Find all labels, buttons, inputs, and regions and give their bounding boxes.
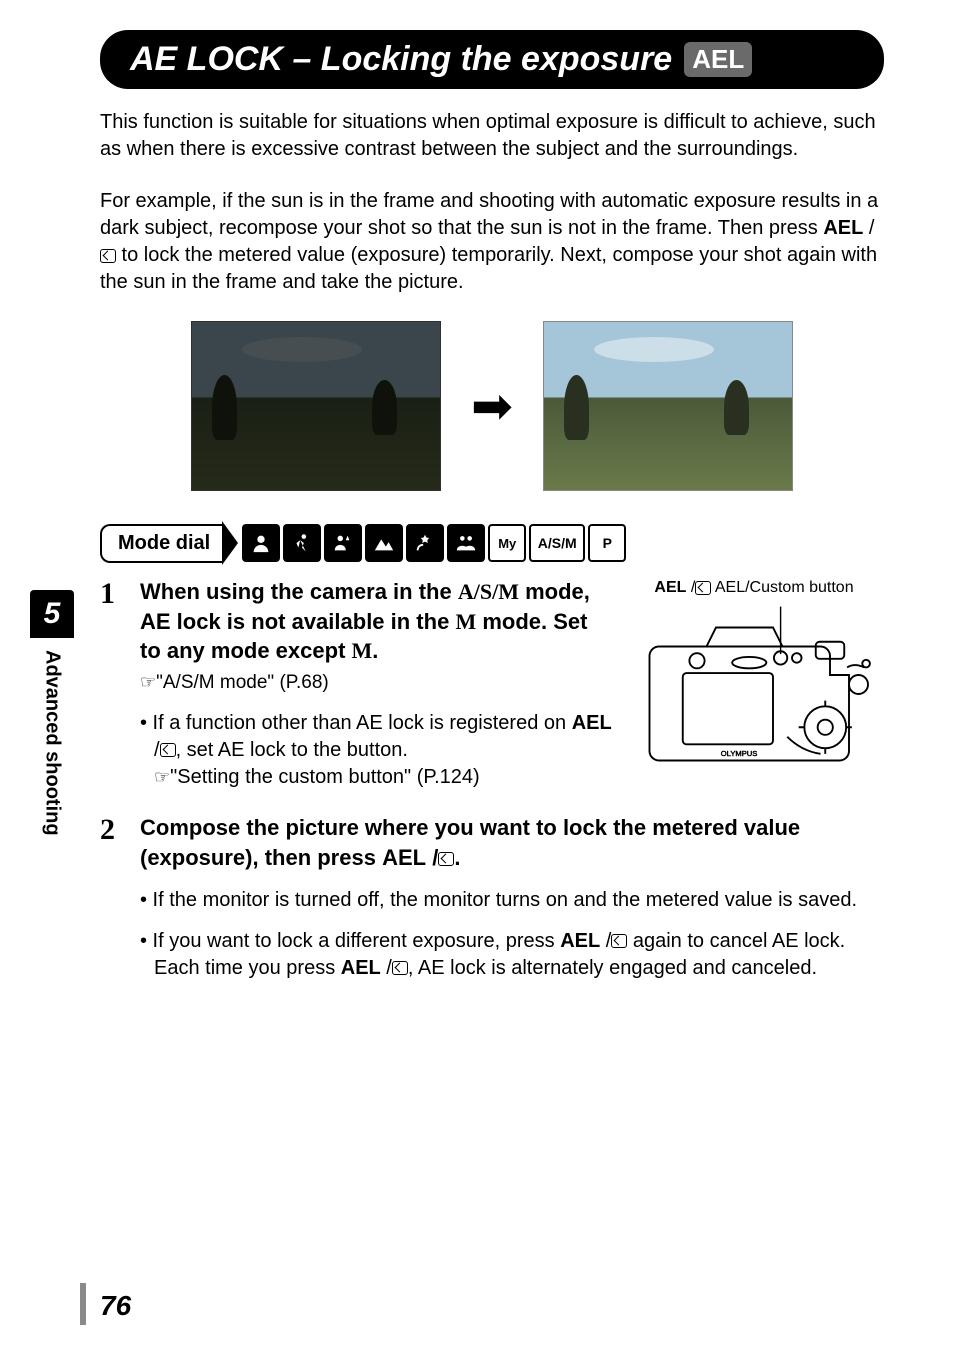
page-number: 76	[100, 1290, 131, 1322]
hand-pointer-icon: ☞	[154, 767, 170, 787]
step-number: 2	[100, 813, 122, 981]
mode-asm-icon: A/S/M	[529, 524, 585, 562]
ael-glyph: AEL	[572, 712, 612, 734]
step-2: 2 Compose the picture where you want to …	[100, 813, 884, 981]
step-body: AEL / AEL/Custom button	[140, 577, 884, 795]
ael-glyph: AEL	[560, 930, 600, 952]
mode-dial-label: Mode dial	[100, 524, 222, 563]
mode-portrait-icon	[242, 524, 280, 562]
step-1: 1 AEL / AEL/Custom button	[100, 577, 884, 795]
sample-images-row: ➡	[100, 321, 884, 491]
sample-image-correct	[543, 321, 793, 491]
ael-badge-icon: AEL	[684, 42, 752, 77]
camera-diagram: OLYMPUS	[629, 599, 879, 789]
sample-image-dark	[191, 321, 441, 491]
mode-icons: My A/S/M P	[242, 524, 626, 562]
page-number-bar	[80, 1283, 86, 1325]
callout-label: AEL / AEL/Custom button	[624, 577, 884, 599]
intro-text: For example, if the sun is in the frame …	[100, 190, 878, 239]
step-heading: Compose the picture where you want to lo…	[140, 813, 884, 872]
mode-my-icon: My	[488, 524, 526, 562]
mode-p-icon: P	[588, 524, 626, 562]
mode-selfportrait-icon	[447, 524, 485, 562]
mode-night-icon	[406, 524, 444, 562]
custom-button-icon	[100, 249, 116, 263]
ael-glyph: AEL	[341, 957, 381, 979]
page-title: AE LOCK – Locking the exposure	[130, 40, 672, 79]
svg-text:OLYMPUS: OLYMPUS	[721, 748, 758, 757]
hand-pointer-icon: ☞	[140, 672, 156, 692]
step-body: Compose the picture where you want to lo…	[140, 813, 884, 981]
ael-glyph: AEL	[382, 845, 426, 870]
custom-button-icon	[611, 934, 627, 948]
mode-indoor-icon	[324, 524, 362, 562]
step-number: 1	[100, 577, 122, 795]
custom-button-icon	[438, 852, 454, 866]
arrow-right-icon: ➡	[471, 377, 513, 435]
custom-button-icon	[695, 581, 711, 595]
intro-paragraph-2: For example, if the sun is in the frame …	[100, 188, 884, 296]
camera-callout: AEL / AEL/Custom button	[624, 577, 884, 795]
custom-button-icon	[160, 743, 176, 757]
ael-glyph: AEL	[823, 217, 863, 239]
step-bullet: • If you want to lock a different exposu…	[140, 928, 884, 982]
step-bullet: • If the monitor is turned off, the moni…	[140, 887, 884, 914]
intro-text: to lock the metered value (exposure) tem…	[100, 244, 877, 293]
mode-dial-row: Mode dial My A/S/M P	[100, 521, 884, 565]
intro-paragraph-1: This function is suitable for situations…	[100, 109, 884, 163]
custom-button-icon	[392, 961, 408, 975]
mode-landscape-icon	[365, 524, 403, 562]
title-banner: AE LOCK – Locking the exposure AEL	[100, 30, 884, 89]
mode-sports-icon	[283, 524, 321, 562]
mode-dial-separator-icon	[222, 521, 238, 565]
